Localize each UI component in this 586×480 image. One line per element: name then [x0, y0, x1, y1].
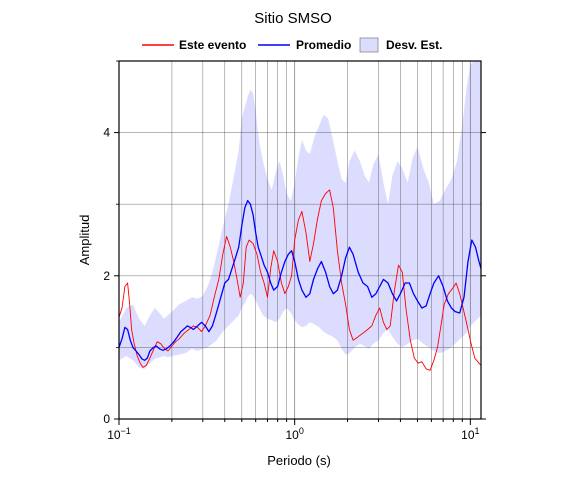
chart-title: Sitio SMSO — [254, 10, 332, 27]
x-tick-label: 10−1 — [107, 426, 131, 442]
legend-swatch-desv-est — [359, 37, 379, 53]
series-line-este-evento — [118, 189, 482, 371]
y-tick-label: 4 — [103, 126, 110, 140]
y-tick-label: 0 — [103, 412, 110, 426]
x-tick-label: 100 — [285, 426, 303, 442]
legend-label-este-evento: Este evento — [179, 38, 246, 52]
legend-label-desv-est: Desv. Est. — [386, 38, 442, 52]
y-axis-label: Amplitud — [77, 215, 92, 266]
legend: Este evento Promedio Desv. Est. — [142, 37, 442, 53]
plot-frame — [118, 60, 482, 420]
x-tick-label: 101 — [461, 426, 479, 442]
y-tick-label: 2 — [103, 269, 110, 283]
legend-label-promedio: Promedio — [296, 38, 351, 52]
plot-area: 0 2 4 10−1 100 101 — [103, 60, 486, 442]
x-axis-label: Periodo (s) — [267, 453, 331, 468]
series-line-promedio — [118, 199, 482, 361]
